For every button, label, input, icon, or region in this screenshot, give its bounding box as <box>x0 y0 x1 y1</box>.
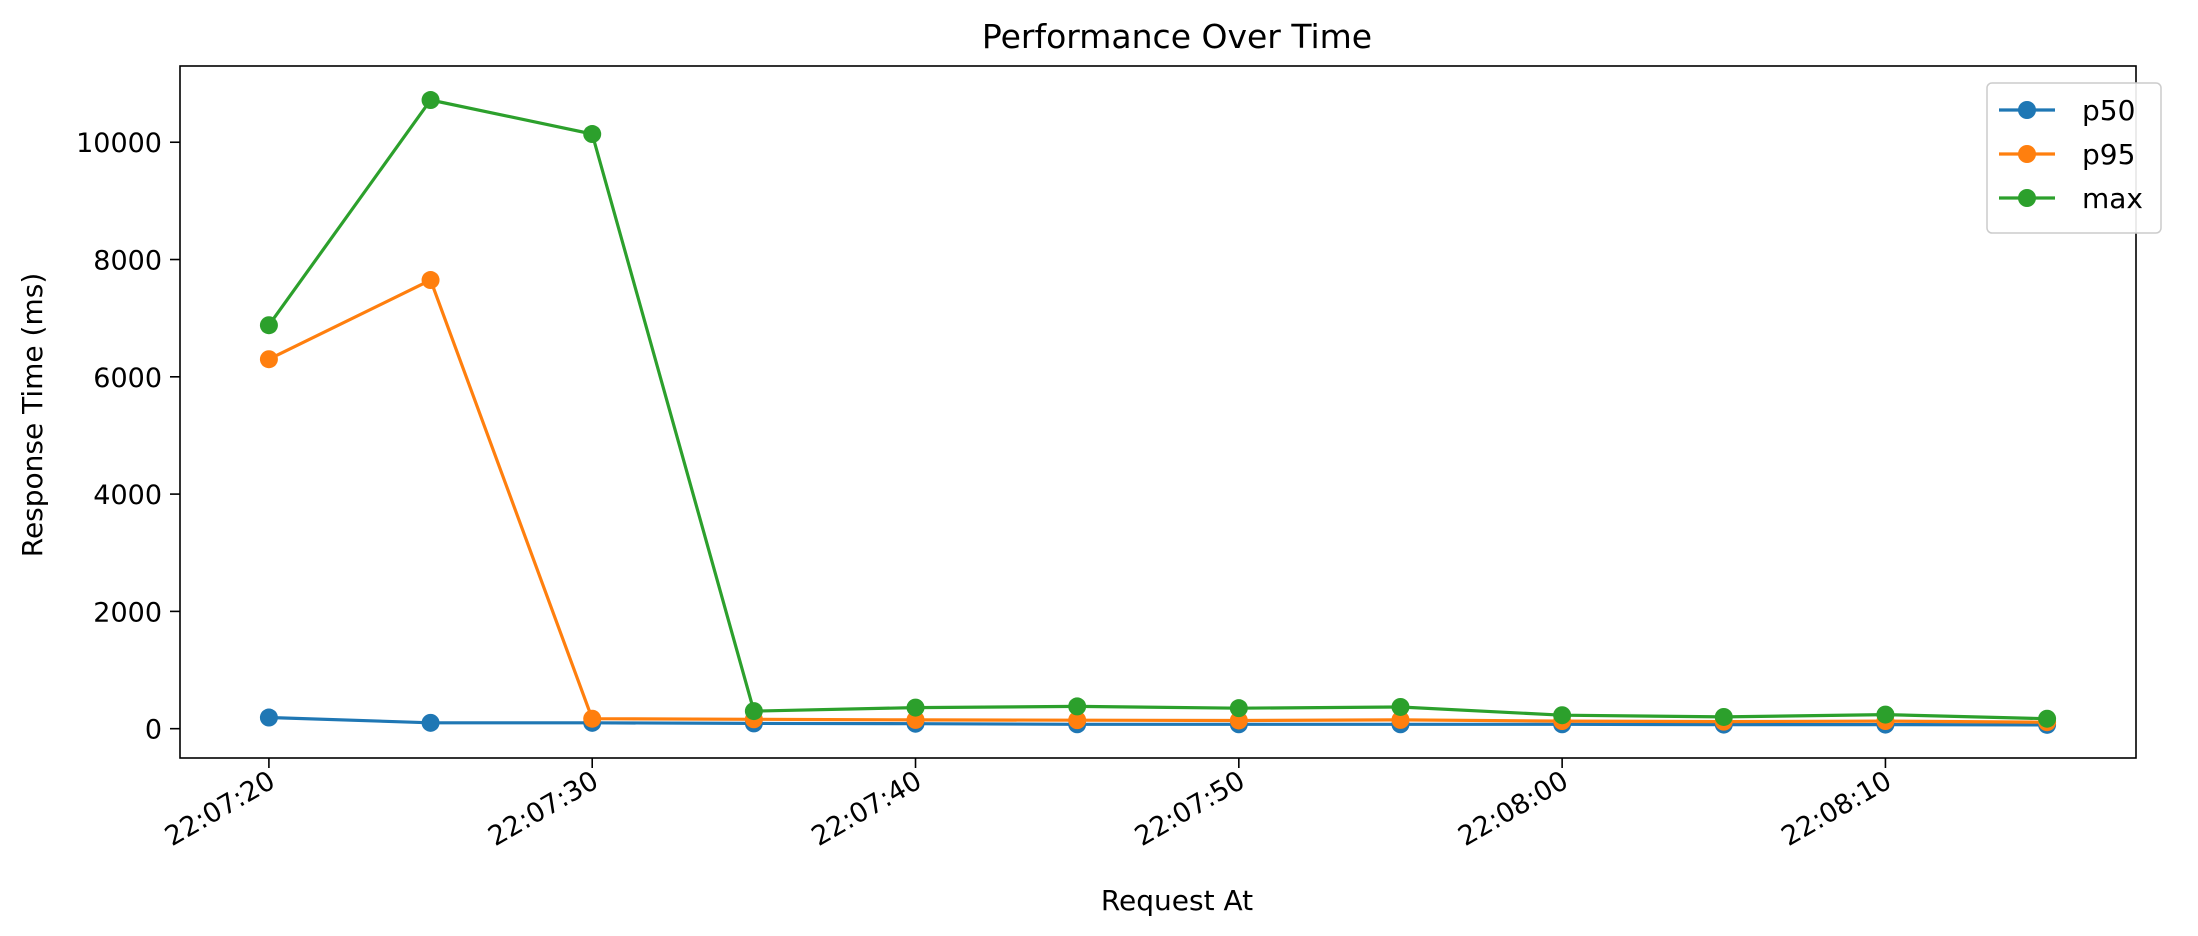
series-p95 <box>259 271 2057 732</box>
data-point-max <box>1391 697 1410 716</box>
legend-marker <box>2018 145 2036 163</box>
data-point-p95 <box>906 710 925 729</box>
axes-ticks: 0 2000 4000 6000 8000 10000 22:07:20 22:07:30 22… <box>76 128 1897 852</box>
data-point-max <box>906 698 925 717</box>
data-point-max <box>259 316 278 335</box>
data-point-p95 <box>1229 711 1248 730</box>
data-point-max <box>421 91 440 110</box>
data-point-max <box>1714 707 1733 726</box>
x-tick-label: 22:08:00 <box>1453 765 1574 852</box>
y-tick-label: 6000 <box>93 363 162 394</box>
legend-label: p50 <box>2082 94 2135 127</box>
y-axis-label: Response Time (ms) <box>16 273 49 558</box>
data-point-p50 <box>259 708 278 727</box>
x-tick-label: 22:08:10 <box>1776 765 1897 852</box>
data-point-max <box>1229 699 1248 718</box>
data-point-p95 <box>421 271 440 290</box>
series-line-p50 <box>268 715 2048 727</box>
legend-marker <box>2018 189 2036 207</box>
y-tick-label: 8000 <box>93 246 162 277</box>
data-point-max <box>744 702 763 721</box>
legend-item-p50: p50 <box>1999 94 2135 127</box>
data-point-max <box>1876 705 1895 724</box>
y-tick-label: 10000 <box>76 128 162 159</box>
y-tick-label: 4000 <box>93 480 162 511</box>
series-line-max <box>267 98 2048 721</box>
data-point-p95 <box>583 709 602 728</box>
legend-label: p95 <box>2082 138 2135 171</box>
series-max <box>259 91 2057 728</box>
data-point-p95 <box>1068 711 1087 730</box>
legend-label: max <box>2082 182 2143 215</box>
plot-frame <box>179 65 2137 759</box>
data-point-p50 <box>421 713 440 732</box>
legend-item-max: max <box>1999 182 2143 215</box>
x-tick-label: 22:07:40 <box>807 765 928 852</box>
x-tick-label: 22:07:50 <box>1130 765 1251 852</box>
series-line-p95 <box>268 278 2048 724</box>
chart-title: Performance Over Time <box>982 17 1372 56</box>
data-point-p95 <box>1391 710 1410 729</box>
x-axis-label: Request At <box>1101 884 1253 917</box>
data-point-max <box>1068 697 1087 716</box>
data-point-max <box>583 125 602 144</box>
data-point-max <box>1553 706 1572 725</box>
y-tick-label: 2000 <box>93 597 162 628</box>
legend: p50 p95 max <box>1986 82 2162 234</box>
series-group <box>259 91 2057 734</box>
x-tick-label: 22:07:20 <box>160 765 281 852</box>
legend-item-p95: p95 <box>1999 138 2135 171</box>
legend-marker <box>2018 101 2036 119</box>
y-tick-label: 0 <box>145 715 162 746</box>
plot-area <box>179 65 2137 759</box>
x-tick-label: 22:07:30 <box>483 765 604 852</box>
data-point-p95 <box>259 350 278 369</box>
data-point-max <box>2038 709 2057 728</box>
